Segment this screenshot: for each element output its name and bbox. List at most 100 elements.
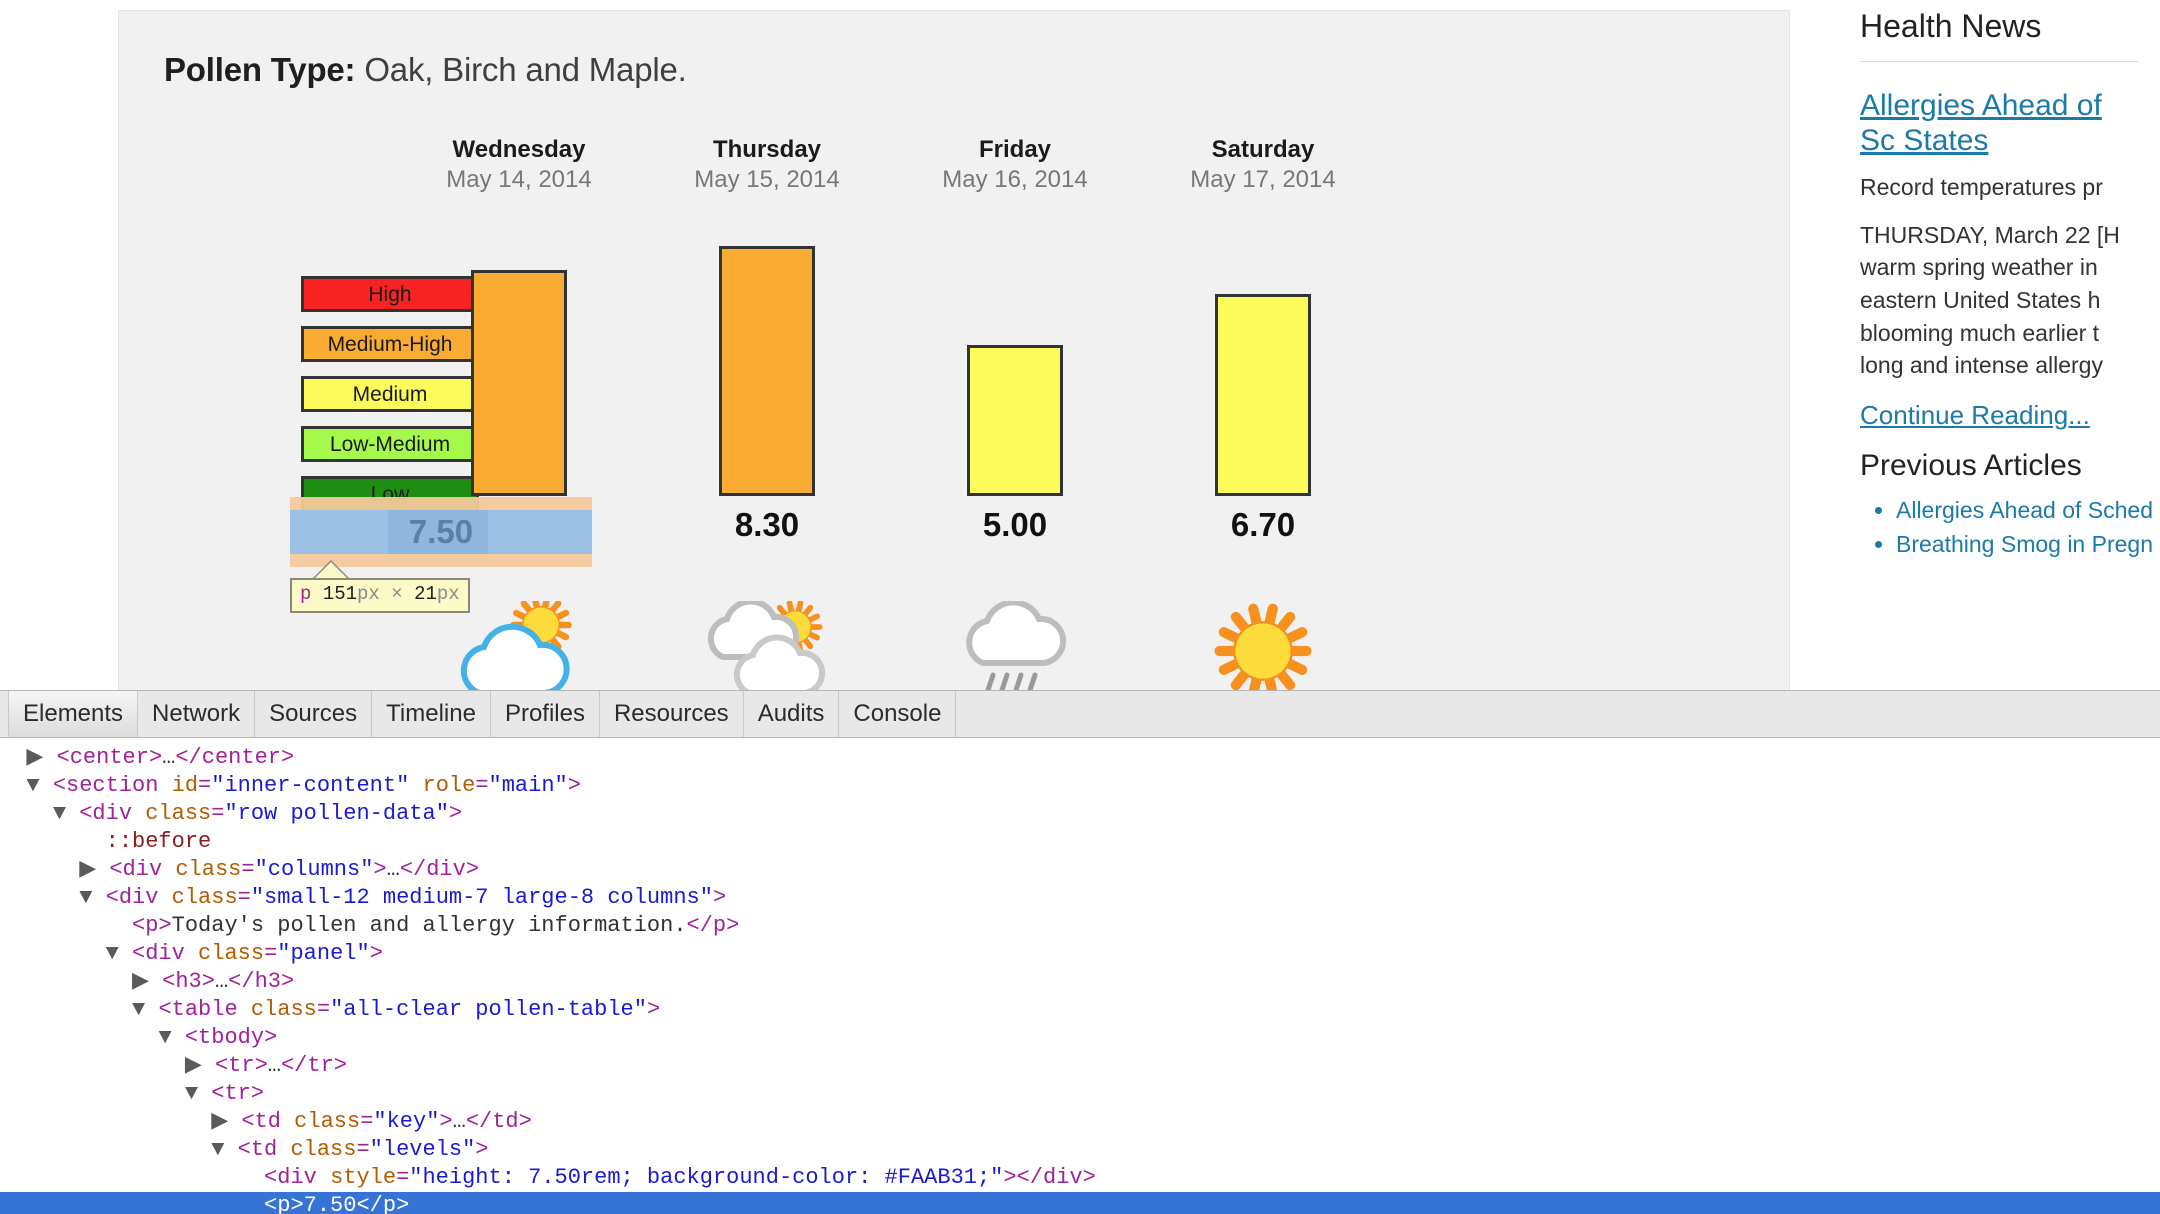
pollen-value: 8.30 [734,506,800,543]
disclosure-triangle-icon[interactable]: ▼ [211,1137,238,1162]
dom-node[interactable]: ▼ <table class="all-clear pollen-table"> [132,997,661,1022]
disclosure-triangle-icon[interactable] [238,1165,264,1190]
dom-node[interactable]: ▶ <tr>…</tr> [184,1053,347,1078]
dom-node[interactable]: ▼ <div class="row pollen-data"> [52,801,463,826]
news-body-line: eastern United States h [1860,286,2101,313]
tooltip-times-symbol: × [391,583,403,605]
sun-behind-cloud-icon [389,601,649,690]
legend-item-low-medium: Low-Medium [301,426,479,462]
pollen-bar[interactable] [719,246,815,496]
disclosure-triangle-icon[interactable]: ▶ [211,1109,242,1134]
day-name: Saturday [1211,136,1315,163]
tab-resources[interactable]: Resources [600,691,744,737]
tab-elements[interactable]: Elements [8,691,139,737]
day-date: May 16, 2014 [942,165,1088,193]
legend-item-label: Low-Medium [329,432,451,456]
dom-node[interactable]: ▶ <div class="columns">…</div> [79,857,480,882]
pollen-bar[interactable] [471,270,567,496]
dom-node-selected[interactable]: <p>7.50</p> [0,1192,2160,1214]
dom-node[interactable]: ▶ <center>…</center> [26,745,295,770]
day-date: May 14, 2014 [446,165,592,193]
day-name: Thursday [712,136,822,163]
disclosure-triangle-icon[interactable]: ▼ [79,885,106,910]
devtools-tabbar: Elements Network Sources Timeline Profiles Re… [0,691,2160,738]
dom-tree-clipped-line [0,738,2160,754]
inspector-text-hitbox [388,510,488,554]
day-header-wednesday: Wednesday May 14, 2014 [389,136,649,196]
previous-articles-title: Previous Articles [1860,448,2082,482]
day-header-friday: Friday May 16, 2014 [885,136,1145,196]
disclosure-triangle-icon[interactable] [106,913,132,938]
tab-profiles[interactable]: Profiles [491,691,600,737]
previous-article-item[interactable]: Breathing Smog in Pregn [1896,527,2153,562]
day-name: Wednesday [452,136,586,163]
news-body-line: THURSDAY, March 22 [H [1860,221,2120,248]
legend-item-label: Medium [352,382,428,406]
dom-node[interactable]: ▶ <h3>…</h3> [132,969,295,994]
day-header-saturday: Saturday May 17, 2014 [1133,136,1393,196]
dom-node[interactable]: ▼ <div class="small-12 medium-7 large-8 … [79,885,727,910]
dom-node[interactable]: ::before [0,828,2160,856]
pollen-bar[interactable] [967,345,1063,496]
dom-node[interactable]: <div style="height: 7.50rem; background-… [0,1164,2160,1192]
disclosure-triangle-icon[interactable]: ▶ [132,969,163,994]
legend-item-medium-high: Medium-High [301,326,479,362]
inspector-tooltip: p 151px × 21px [290,578,470,613]
disclosure-triangle-icon[interactable]: ▼ [158,1025,185,1050]
news-body-line: blooming much earlier t [1860,319,2100,346]
day-date: May 17, 2014 [1190,165,1336,193]
day-header-thursday: Thursday May 15, 2014 [637,136,897,196]
pollen-value: 6.70 [1230,506,1296,543]
disclosure-triangle-icon[interactable]: ▶ [184,1053,215,1078]
news-lede: Record temperatures pr [1860,173,2103,200]
disclosure-triangle-icon[interactable]: ▶ [26,745,57,770]
page-title: Pollen Type: Oak, Birch and Maple. [164,51,687,89]
pollen-forecast-panel: Pollen Type: Oak, Birch and Maple. High M… [118,10,1790,690]
dom-node[interactable]: ▼ <tr> [184,1081,265,1106]
dom-tree[interactable]: ▶ <center>…</center> ▼ <section id="inne… [0,738,2160,1214]
day-date: May 15, 2014 [694,165,840,193]
tooltip-arrow [313,562,349,580]
tab-audits[interactable]: Audits [744,691,840,737]
news-headline-link[interactable]: Allergies Ahead of Sc States [1860,89,2102,158]
tab-timeline[interactable]: Timeline [372,691,491,737]
dom-node[interactable]: ▼ <section id="inner-content" role="main… [26,773,581,798]
continue-reading-link[interactable]: Continue Reading... [1860,399,2090,430]
disclosure-triangle-icon[interactable]: ▼ [184,1081,212,1106]
disclosure-triangle-icon[interactable] [238,1193,264,1214]
disclosure-triangle-icon[interactable] [79,829,105,854]
dom-node[interactable]: ▼ <tbody> [158,1025,278,1050]
disclosure-triangle-icon[interactable]: ▶ [79,857,110,882]
rain-cloud-icon [885,601,1145,690]
sidebar-divider [1860,61,2138,62]
news-body-line: long and intense allergy [1860,352,2103,379]
browser-viewport: Pollen Type: Oak, Birch and Maple. High M… [0,0,2160,690]
sun-behind-clouds-icon [637,601,897,690]
pollen-bar[interactable] [1215,294,1311,496]
legend-item-medium: Medium [301,376,479,412]
dom-node[interactable]: ▼ <td class="levels"> [211,1137,489,1162]
highlighted-value-text: 7.50 [408,513,474,550]
tab-console[interactable]: Console [839,691,957,737]
disclosure-triangle-icon[interactable]: ▼ [52,801,80,826]
dom-node[interactable]: ▶ <td class="key">…</td> [211,1109,532,1134]
dom-node[interactable]: ▼ <div class="panel"> [105,941,383,966]
previous-article-item[interactable]: Allergies Ahead of Sched [1896,493,2153,528]
health-news-sidebar: Health News Allergies Ahead of Sc States… [1838,0,2160,690]
tab-network[interactable]: Network [138,691,256,737]
legend-item-label: High [368,282,412,306]
dom-tree-lines: ▶ <center>…</center> ▼ <section id="inne… [0,744,2160,1214]
news-body: THURSDAY, March 22 [H warm spring weather… [1838,203,2160,382]
day-name: Friday [978,136,1052,163]
devtools-panel: Elements Network Sources Timeline Profiles Re… [0,690,2160,1214]
disclosure-triangle-icon[interactable]: ▼ [26,773,53,798]
pollen-type-value: Oak, Birch and Maple. [364,51,687,88]
disclosure-triangle-icon[interactable]: ▼ [105,941,133,966]
bar-column-thursday [637,236,897,496]
pollen-value: 5.00 [982,506,1048,543]
tab-sources[interactable]: Sources [255,691,373,737]
tooltip-width-unit: px [357,583,380,605]
dom-node[interactable]: <p>Today's pollen and allergy informatio… [0,912,2160,940]
sidebar-title: Health News [1860,8,2042,44]
disclosure-triangle-icon[interactable]: ▼ [132,997,159,1022]
